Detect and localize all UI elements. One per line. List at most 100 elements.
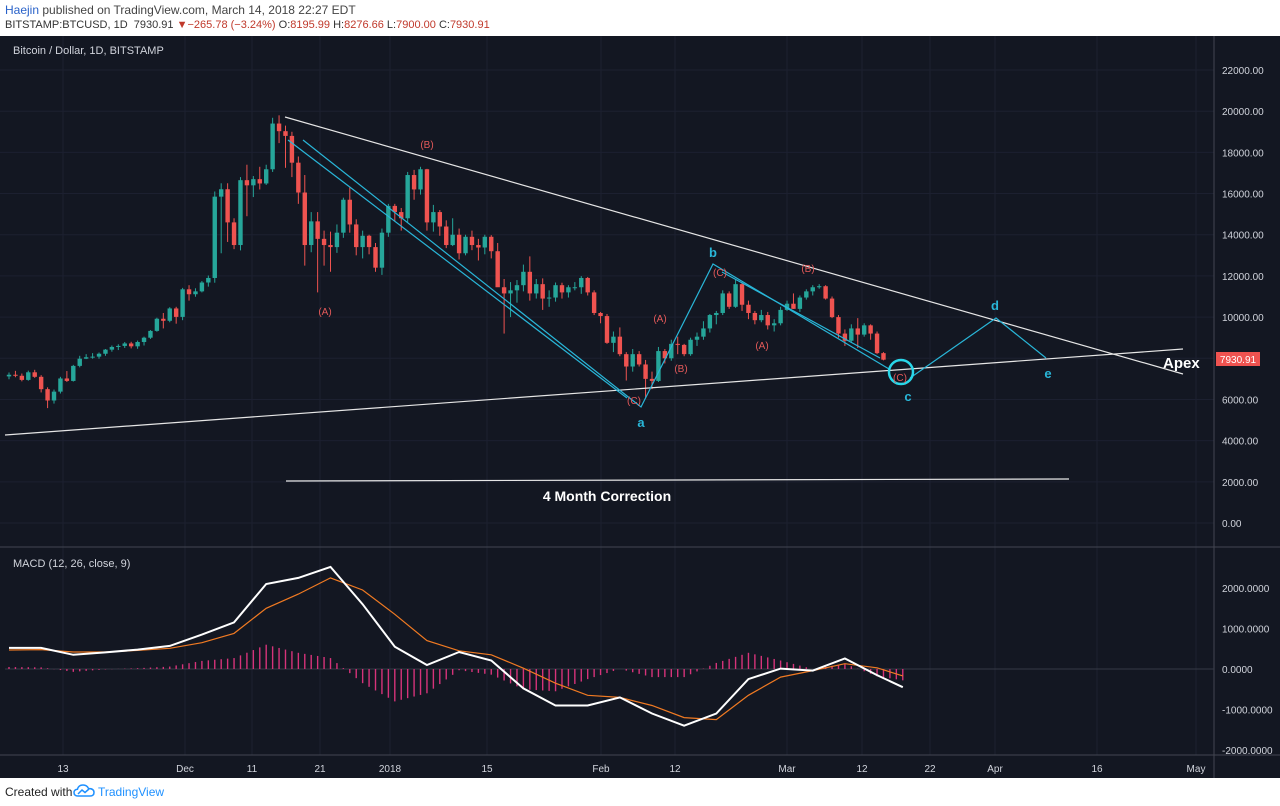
open-value: 8195.99 [290,19,331,31]
candle-body [405,175,410,219]
candle-body [849,328,854,341]
candle-body [656,351,661,381]
candle-body [411,175,417,190]
candle-body [836,317,841,334]
time-tick-label: 13 [57,764,69,775]
wave-path[interactable] [302,139,890,408]
subwave-label-C1: (C) [627,396,641,407]
candle-body [489,236,494,252]
candle-body [315,221,320,239]
candle-body [424,169,430,223]
candle-body [714,312,719,316]
candle-body [154,318,160,331]
wave-c-target-circle[interactable] [887,358,915,386]
down-arrow-icon: ▼ [176,19,188,31]
candle-body [566,287,571,293]
candle-body [399,212,404,219]
projected-wave-path[interactable] [909,317,1047,379]
ascending-trendline[interactable] [4,348,1184,436]
candle-body [495,251,500,288]
time-tick-label: 16 [1091,764,1103,775]
candle-body [283,131,288,136]
candle-body [463,236,468,254]
candle-body [13,374,18,376]
chart-footer: Created with TradingView [0,778,1280,806]
candle-body [501,287,507,294]
candle-body [341,199,346,233]
candle-body [450,234,455,246]
candle-body [90,356,95,358]
open-label: O: [278,19,291,31]
time-tick-label: Mar [778,764,796,775]
candle-body [726,293,732,307]
candle-body [231,222,237,246]
candle-body [148,330,153,338]
price-tick-label: 20000.00 [1222,107,1264,118]
candle-body [225,189,230,223]
candle-body [103,349,108,354]
candle-body [264,169,269,184]
candle-body [116,345,121,347]
candle-body [360,235,365,248]
candle-body [19,375,25,380]
candle-body [186,289,192,295]
correction-span-line [285,478,1070,482]
time-axis[interactable]: 13 Dec 11 21 2018 15 Feb 12 Mar 12 22 Apr 16 May [57,764,1205,775]
candle-body [778,309,783,324]
candle-body [199,282,205,292]
tradingview-cloud-icon[interactable] [73,783,95,799]
candle-body [437,212,443,227]
candle-body [624,354,629,367]
price-tick-label: 6000.00 [1222,395,1259,406]
price-tick-label: 4000.00 [1222,437,1259,448]
candle-body [694,336,700,340]
candle-body [797,297,803,309]
candle-body [96,353,102,357]
candle-body [669,343,674,359]
candle-body [334,232,340,248]
macd-histogram [8,644,904,702]
candle-body [579,277,584,288]
candle-body [617,336,623,355]
macd-tick-label: 0.0000 [1222,665,1253,676]
candle-body [392,205,397,213]
candle-body [553,285,558,298]
candle-body [141,337,147,343]
time-tick-label: 12 [669,764,681,775]
wave-c-channel [721,271,881,359]
candle-body [771,323,777,326]
time-tick-label: Feb [592,764,610,775]
price-chart[interactable]: Bitcoin / Dollar, 1D, BITSTAMP MACD (12,… [0,36,1280,778]
candle-body [6,374,12,377]
price-change: −265.78 (−3.24%) [187,19,276,31]
candle-body [64,378,70,381]
candle-body [636,354,642,365]
close-value: 7930.91 [449,19,490,31]
candle-body [180,289,185,317]
candle-body [662,351,668,359]
tradingview-brand-link[interactable]: TradingView [98,785,165,799]
author-link[interactable]: Haejin [5,3,40,17]
price-tick-label: 2000.00 [1222,478,1259,489]
macd-axis[interactable]: 2000.0000 1000.0000 0.0000 -1000.0000 -2000.… [1222,584,1273,757]
candle-body [791,303,796,309]
candle-body [752,312,758,321]
time-tick-label: May [1187,764,1206,775]
candle-body [572,287,578,289]
candle-body [244,180,250,186]
descending-trendline[interactable] [284,116,1184,375]
candle-body [649,378,655,381]
candle-body [759,315,764,321]
wave-label-e: e [1044,366,1051,381]
candle-body [707,315,713,329]
subwave-label-B3: (B) [801,264,814,275]
low-value: 7900.00 [396,19,436,31]
candle-body [109,346,115,350]
candle-body [746,304,751,313]
candle-body [816,286,822,288]
candle-body [861,325,867,335]
candle-body [71,365,76,381]
candle-body [534,284,539,294]
candle-body [45,389,50,401]
time-tick-label: Dec [176,764,194,775]
